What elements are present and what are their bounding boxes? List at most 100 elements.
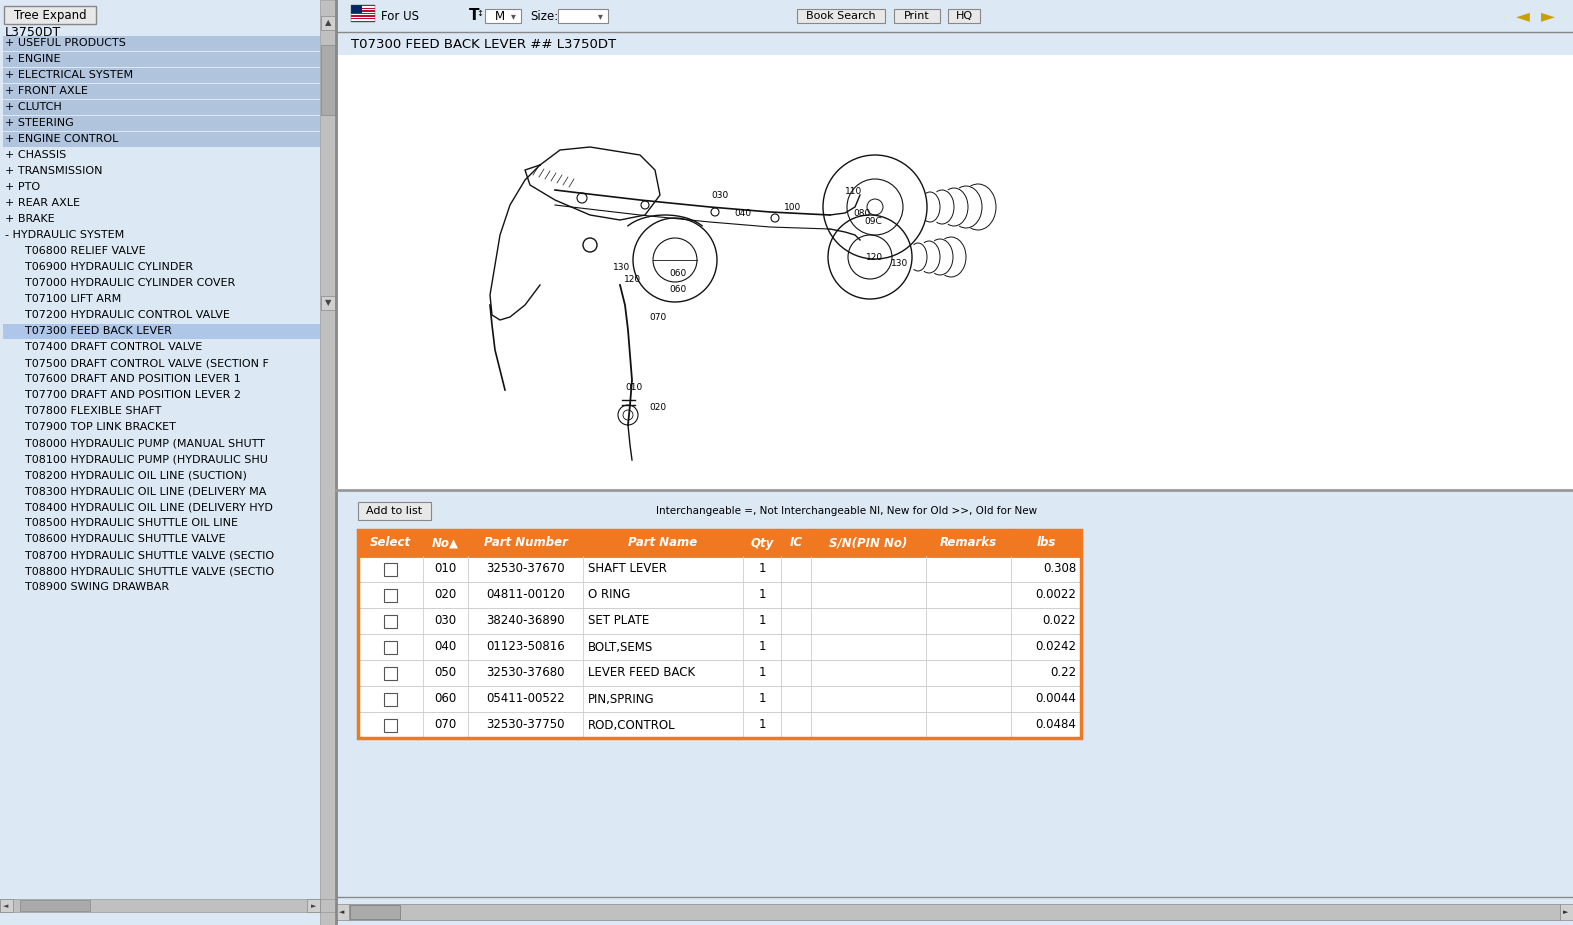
Text: 1: 1 bbox=[758, 588, 766, 601]
Bar bbox=[319, 899, 337, 912]
Text: 100: 100 bbox=[785, 203, 802, 212]
Text: 010: 010 bbox=[626, 383, 643, 391]
Bar bbox=[351, 14, 374, 16]
Bar bbox=[337, 0, 1573, 32]
Text: + ENGINE: + ENGINE bbox=[5, 54, 60, 64]
Text: 080: 080 bbox=[854, 208, 870, 217]
Bar bbox=[351, 6, 374, 7]
Text: 1: 1 bbox=[758, 640, 766, 653]
Bar bbox=[384, 589, 396, 602]
Text: 09C: 09C bbox=[864, 216, 882, 226]
Text: T07300 FEED BACK LEVER ## L3750DT: T07300 FEED BACK LEVER ## L3750DT bbox=[351, 39, 617, 52]
Text: lbs: lbs bbox=[1037, 536, 1055, 549]
Bar bbox=[321, 296, 335, 310]
Text: + FRONT AXLE: + FRONT AXLE bbox=[5, 86, 88, 96]
Text: For US: For US bbox=[381, 9, 418, 22]
Text: T: T bbox=[469, 8, 480, 23]
FancyBboxPatch shape bbox=[949, 9, 980, 23]
Text: 070: 070 bbox=[650, 314, 667, 323]
Bar bbox=[351, 20, 374, 22]
Text: + TRANSMISSION: + TRANSMISSION bbox=[5, 166, 102, 176]
Text: 0.0484: 0.0484 bbox=[1035, 719, 1076, 732]
Text: T08100 HYDRAULIC PUMP (HYDRAULIC SHU: T08100 HYDRAULIC PUMP (HYDRAULIC SHU bbox=[25, 454, 267, 464]
Text: S/N(PIN No): S/N(PIN No) bbox=[829, 536, 908, 549]
Text: 130: 130 bbox=[613, 264, 631, 273]
Text: 040: 040 bbox=[735, 208, 752, 217]
Text: M: M bbox=[495, 9, 505, 22]
Bar bbox=[351, 18, 374, 19]
Text: Part Number: Part Number bbox=[483, 536, 568, 549]
Text: + REAR AXLE: + REAR AXLE bbox=[5, 198, 80, 208]
Text: 110: 110 bbox=[845, 187, 862, 195]
Bar bbox=[384, 615, 396, 628]
Text: 32530-37670: 32530-37670 bbox=[486, 562, 565, 575]
Text: Print: Print bbox=[904, 11, 930, 21]
Text: + BRAKE: + BRAKE bbox=[5, 214, 55, 224]
Text: T07500 DRAFT CONTROL VALVE (SECTION F: T07500 DRAFT CONTROL VALVE (SECTION F bbox=[25, 358, 269, 368]
Text: T07200 HYDRAULIC CONTROL VALVE: T07200 HYDRAULIC CONTROL VALVE bbox=[25, 310, 230, 320]
Text: ↕: ↕ bbox=[477, 8, 483, 18]
Bar bbox=[351, 10, 374, 11]
Bar bbox=[337, 904, 349, 920]
Bar bbox=[384, 693, 396, 706]
Bar bbox=[3, 68, 319, 82]
Text: T08700 HYDRAULIC SHUTTLE VALVE (SECTIO: T08700 HYDRAULIC SHUTTLE VALVE (SECTIO bbox=[25, 550, 274, 560]
Bar bbox=[319, 0, 337, 925]
Bar bbox=[337, 897, 1573, 925]
Bar bbox=[384, 667, 396, 680]
Text: ◄: ◄ bbox=[1516, 7, 1531, 25]
Bar bbox=[384, 641, 396, 654]
Bar bbox=[3, 100, 319, 115]
Bar bbox=[351, 905, 400, 919]
Text: ▼: ▼ bbox=[324, 299, 332, 307]
FancyBboxPatch shape bbox=[484, 9, 521, 23]
Text: LEVER FEED BACK: LEVER FEED BACK bbox=[588, 667, 695, 680]
FancyBboxPatch shape bbox=[893, 9, 941, 23]
Text: T08500 HYDRAULIC SHUTTLE OIL LINE: T08500 HYDRAULIC SHUTTLE OIL LINE bbox=[25, 518, 238, 528]
Bar bbox=[351, 5, 362, 13]
Text: T07000 HYDRAULIC CYLINDER COVER: T07000 HYDRAULIC CYLINDER COVER bbox=[25, 278, 236, 288]
Text: T07700 DRAFT AND POSITION LEVER 2: T07700 DRAFT AND POSITION LEVER 2 bbox=[25, 390, 241, 400]
Bar bbox=[351, 16, 374, 17]
Text: 1: 1 bbox=[758, 719, 766, 732]
Bar bbox=[351, 17, 374, 18]
Text: Size:: Size: bbox=[530, 9, 558, 22]
Text: - HYDRAULIC SYSTEM: - HYDRAULIC SYSTEM bbox=[5, 230, 124, 240]
Text: T07800 FLEXIBLE SHAFT: T07800 FLEXIBLE SHAFT bbox=[25, 406, 162, 416]
Text: 070: 070 bbox=[434, 719, 456, 732]
Text: 060: 060 bbox=[670, 285, 687, 293]
Text: 1: 1 bbox=[758, 693, 766, 706]
Text: T08000 HYDRAULIC PUMP (MANUAL SHUTT: T08000 HYDRAULIC PUMP (MANUAL SHUTT bbox=[25, 438, 264, 448]
Bar bbox=[359, 556, 1081, 582]
Text: 060: 060 bbox=[434, 693, 456, 706]
FancyBboxPatch shape bbox=[798, 9, 886, 23]
Text: ▾: ▾ bbox=[598, 11, 602, 21]
Text: ◄: ◄ bbox=[3, 903, 9, 909]
Text: SHAFT LEVER: SHAFT LEVER bbox=[588, 562, 667, 575]
Bar bbox=[384, 563, 396, 576]
Text: T08200 HYDRAULIC OIL LINE (SUCTION): T08200 HYDRAULIC OIL LINE (SUCTION) bbox=[25, 470, 247, 480]
Bar bbox=[0, 899, 319, 912]
Text: Qty: Qty bbox=[750, 536, 774, 549]
Text: 32530-37750: 32530-37750 bbox=[486, 719, 565, 732]
Text: ▲: ▲ bbox=[324, 18, 332, 28]
Text: 0.22: 0.22 bbox=[1049, 667, 1076, 680]
Text: HQ: HQ bbox=[955, 11, 972, 21]
Text: 0.308: 0.308 bbox=[1043, 562, 1076, 575]
Text: T06900 HYDRAULIC CYLINDER: T06900 HYDRAULIC CYLINDER bbox=[25, 262, 193, 272]
Text: 030: 030 bbox=[711, 191, 728, 200]
Bar bbox=[3, 116, 319, 130]
Bar bbox=[337, 55, 1573, 490]
Text: SET PLATE: SET PLATE bbox=[588, 614, 650, 627]
Bar bbox=[337, 0, 1573, 925]
Text: 05411-00522: 05411-00522 bbox=[486, 693, 565, 706]
Bar bbox=[3, 52, 319, 67]
Bar bbox=[321, 16, 335, 30]
Text: 0.0044: 0.0044 bbox=[1035, 693, 1076, 706]
Text: T07600 DRAFT AND POSITION LEVER 1: T07600 DRAFT AND POSITION LEVER 1 bbox=[25, 374, 241, 384]
Bar bbox=[359, 686, 1081, 712]
Text: Tree Expand: Tree Expand bbox=[14, 8, 87, 21]
Text: T07100 LIFT ARM: T07100 LIFT ARM bbox=[25, 294, 121, 304]
Text: T07400 DRAFT CONTROL VALVE: T07400 DRAFT CONTROL VALVE bbox=[25, 342, 203, 352]
Text: Add to list: Add to list bbox=[367, 506, 422, 516]
